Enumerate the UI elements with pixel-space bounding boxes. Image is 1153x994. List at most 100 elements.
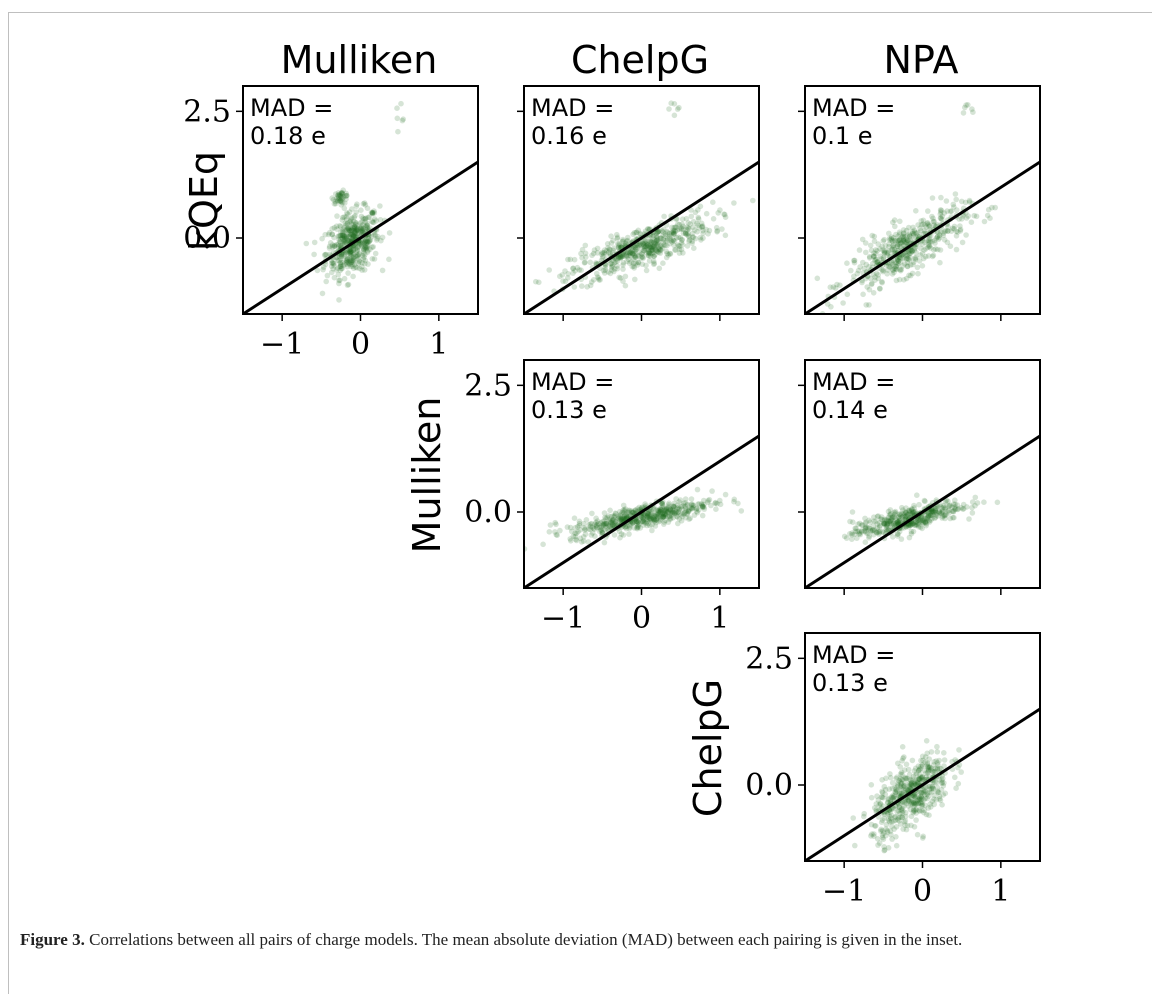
- data-point: [369, 209, 376, 216]
- data-point: [654, 515, 661, 521]
- data-point: [908, 822, 914, 829]
- data-point: [912, 508, 919, 515]
- data-point: [899, 514, 905, 520]
- data-point: [890, 514, 897, 521]
- data-point: [947, 502, 953, 509]
- data-point: [889, 246, 895, 252]
- data-point: [717, 497, 723, 504]
- data-point: [645, 520, 651, 527]
- data-point: [344, 256, 350, 262]
- data-point: [883, 826, 889, 832]
- data-point: [894, 519, 901, 526]
- data-point: [644, 514, 650, 520]
- data-point: [930, 508, 936, 515]
- data-point: [937, 765, 943, 772]
- data-point: [930, 218, 937, 225]
- data-point: [905, 803, 912, 809]
- data-point: [899, 771, 905, 778]
- data-point: [601, 526, 608, 533]
- data-point: [651, 518, 657, 525]
- data-point: [599, 529, 606, 535]
- data-point: [915, 800, 922, 806]
- data-point: [881, 844, 887, 850]
- data-point: [635, 522, 641, 529]
- data-point: [847, 518, 853, 525]
- data-point: [906, 522, 912, 528]
- data-point: [926, 783, 933, 789]
- data-point: [355, 244, 361, 250]
- data-point: [950, 508, 957, 514]
- data-point: [919, 514, 925, 521]
- data-point: [876, 524, 883, 530]
- data-point: [671, 101, 678, 107]
- data-point: [642, 238, 648, 245]
- data-point: [881, 811, 888, 818]
- data-point: [929, 238, 935, 245]
- data-point: [661, 242, 667, 248]
- data-point: [592, 533, 598, 539]
- data-point: [942, 515, 948, 522]
- data-point: [607, 261, 614, 267]
- data-point: [336, 280, 342, 287]
- data-point: [888, 831, 894, 838]
- data-point: [924, 770, 931, 776]
- data-point: [344, 259, 350, 266]
- data-point: [645, 514, 651, 520]
- data-point: [907, 777, 914, 783]
- data-point: [685, 225, 692, 231]
- data-point: [644, 239, 650, 245]
- data-point: [595, 520, 601, 527]
- data-point: [875, 258, 881, 265]
- data-point: [683, 215, 690, 222]
- data-point: [887, 512, 894, 518]
- data-point: [911, 792, 917, 799]
- data-point: [341, 234, 347, 241]
- data-point: [849, 530, 855, 536]
- data-point: [690, 224, 696, 230]
- data-point: [604, 241, 611, 247]
- data-point: [698, 237, 704, 243]
- data-point: [353, 226, 360, 233]
- data-point: [834, 281, 840, 288]
- data-point: [336, 258, 342, 264]
- data-point: [879, 777, 885, 783]
- data-point: [588, 279, 595, 285]
- data-point: [876, 528, 883, 535]
- data-point: [917, 252, 924, 258]
- data-point: [884, 827, 891, 834]
- data-point: [645, 242, 651, 248]
- data-point: [679, 221, 685, 228]
- data-point: [674, 505, 680, 512]
- data-point: [629, 251, 636, 257]
- data-point: [940, 508, 946, 514]
- data-point: [912, 791, 918, 798]
- data-point: [657, 514, 664, 520]
- data-point: [901, 512, 907, 518]
- data-point: [902, 813, 909, 820]
- data-point: [682, 230, 689, 237]
- data-point: [674, 514, 681, 520]
- data-point: [688, 501, 695, 508]
- data-point: [889, 806, 895, 812]
- data-point: [919, 807, 925, 814]
- data-point: [932, 246, 939, 252]
- data-point: [828, 304, 834, 310]
- data-point: [615, 245, 622, 251]
- data-point: [667, 240, 673, 247]
- data-point: [671, 231, 677, 237]
- data-point: [900, 255, 906, 261]
- data-point: [630, 231, 636, 238]
- data-point: [350, 233, 357, 240]
- data-point: [899, 805, 906, 812]
- data-point: [863, 302, 869, 308]
- data-point: [877, 286, 883, 292]
- data-point: [341, 241, 347, 247]
- data-point: [935, 246, 941, 253]
- data-point: [950, 514, 956, 521]
- data-point: [633, 244, 639, 251]
- data-point: [679, 242, 686, 248]
- data-point: [881, 251, 888, 257]
- scatter-points: [841, 492, 1001, 545]
- data-point: [620, 262, 626, 268]
